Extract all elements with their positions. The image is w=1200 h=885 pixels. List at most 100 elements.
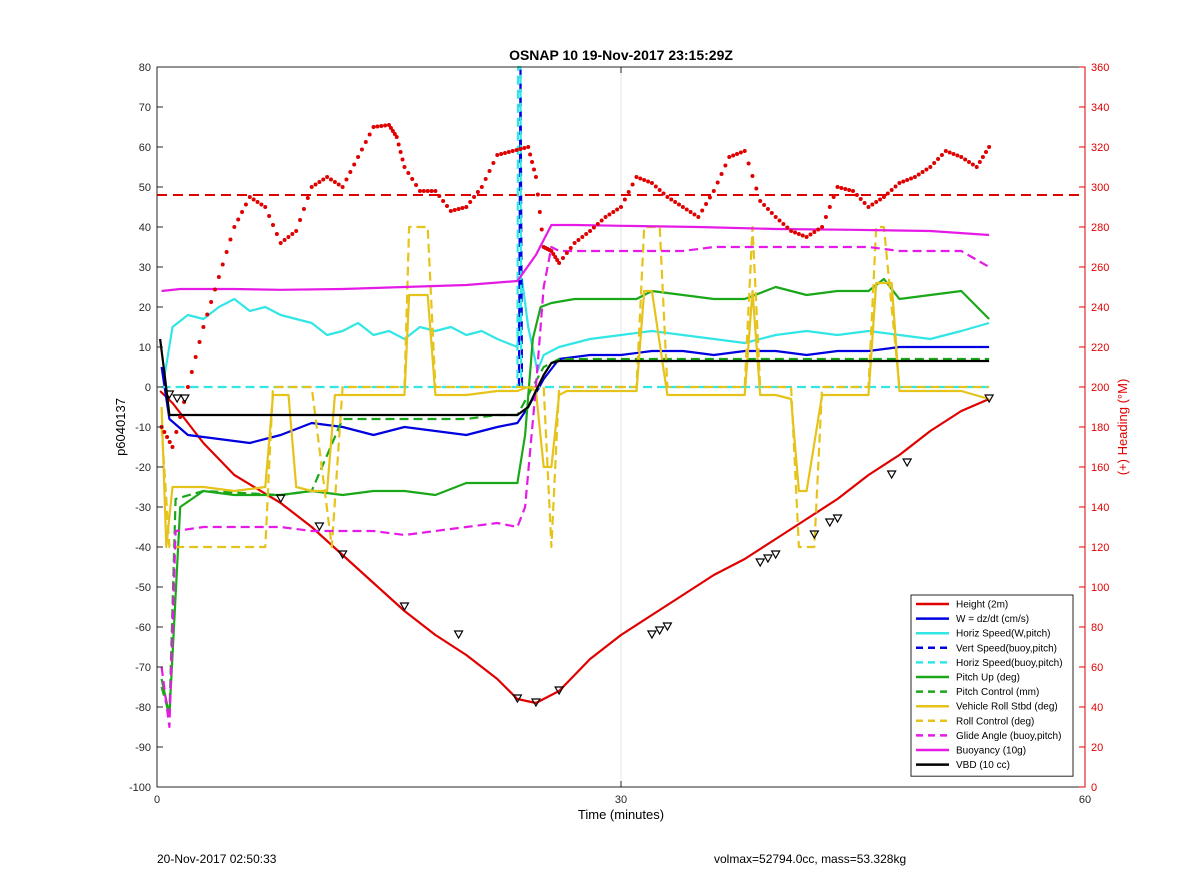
- heading-point: [561, 256, 565, 260]
- x-axis-label: Time (minutes): [578, 807, 664, 822]
- heading-point: [479, 185, 484, 189]
- heading-point: [580, 235, 585, 239]
- heading-point: [193, 355, 198, 359]
- y2-tick-label: 60: [1091, 662, 1103, 674]
- series-roll-control-deg: [160, 225, 990, 549]
- y-tick-label: -10: [135, 422, 151, 434]
- heading-point: [243, 202, 248, 207]
- series-vert-speed-buoy-pitch: [517, 65, 524, 388]
- heading-point: [603, 215, 608, 219]
- heading-point: [216, 275, 221, 279]
- y-tick-label: -70: [135, 662, 151, 674]
- heading-point: [359, 147, 364, 152]
- y2-tick-label: 200: [1091, 382, 1109, 394]
- heading-point: [711, 189, 716, 193]
- height-marker: [164, 390, 175, 400]
- series-horiz-speed-buoy-pitch: [161, 65, 990, 389]
- legend-label: Roll Control (deg): [956, 716, 1034, 727]
- footer-timestamp: 20-Nov-2017 02:50:33: [157, 852, 277, 866]
- heading-point: [936, 157, 941, 161]
- heading-point: [839, 186, 844, 190]
- heading-point: [851, 189, 855, 193]
- height-marker: [809, 530, 820, 540]
- heading-point: [429, 189, 434, 193]
- heading-point: [804, 235, 809, 239]
- heading-point: [209, 300, 214, 304]
- heading-point: [897, 181, 902, 185]
- legend-label: W = dz/dt (cm/s): [956, 614, 1029, 625]
- heading-point: [549, 249, 554, 253]
- series-height-2m: [159, 390, 990, 705]
- heading-point: [905, 178, 910, 182]
- heading-point: [329, 177, 333, 182]
- heading-point: [464, 205, 469, 209]
- marker-layer: [164, 390, 995, 708]
- series-vbd-10-cc: [159, 338, 990, 417]
- heading-point: [305, 196, 310, 200]
- y2-tick-label: 220: [1091, 342, 1109, 354]
- heading-point: [847, 188, 852, 192]
- heading-point: [417, 189, 422, 193]
- heading-point: [185, 385, 190, 389]
- heading-point: [669, 197, 674, 202]
- y2-tick-label: 140: [1091, 502, 1109, 514]
- heading-point: [551, 252, 556, 256]
- heading-point: [400, 157, 405, 162]
- heading-point: [843, 187, 848, 191]
- y-tick-label: -20: [135, 462, 151, 474]
- heading-point: [271, 223, 275, 227]
- heading-point: [224, 250, 229, 254]
- heading-point: [410, 177, 415, 181]
- x-tick-label: 30: [615, 794, 627, 806]
- heading-point: [298, 218, 303, 222]
- heading-point: [526, 145, 531, 149]
- heading-point: [456, 207, 461, 211]
- heading-point: [165, 435, 170, 439]
- legend-label: Horiz Speed(W,pitch): [956, 629, 1050, 640]
- heading-point: [646, 179, 651, 184]
- heading-point: [468, 200, 473, 204]
- heading-point: [309, 185, 314, 189]
- heading-point: [162, 430, 167, 434]
- legend-label: Height (2m): [956, 600, 1008, 611]
- heading-point: [731, 153, 736, 158]
- heading-point: [240, 210, 245, 214]
- heading-point: [939, 153, 944, 157]
- y2-tick-label: 80: [1091, 622, 1103, 634]
- heading-point: [630, 182, 635, 187]
- heading-point: [388, 126, 393, 130]
- heading-point: [532, 167, 536, 172]
- heading-point: [564, 251, 569, 255]
- heading-point: [437, 194, 442, 198]
- y2-tick-label: 0: [1091, 782, 1097, 794]
- y-tick-label: -30: [135, 502, 151, 514]
- heading-point: [823, 215, 828, 219]
- heading-point: [827, 205, 832, 209]
- heading-point: [379, 124, 384, 128]
- height-marker: [646, 630, 657, 640]
- y-tick-label: 40: [139, 222, 151, 234]
- heading-point: [255, 200, 260, 204]
- legend-label: Pitch Control (mm): [956, 687, 1039, 698]
- heading-point: [970, 162, 975, 167]
- heading-point: [634, 175, 639, 179]
- heading-point: [591, 225, 596, 230]
- heading-point: [499, 152, 504, 156]
- heading-point: [228, 237, 233, 242]
- heading-point: [251, 197, 256, 202]
- heading-point: [174, 430, 179, 434]
- heading-point: [514, 148, 519, 152]
- y-tick-label: -80: [135, 702, 151, 714]
- heading-point: [959, 155, 964, 159]
- heading-point: [425, 189, 430, 193]
- height-marker: [399, 602, 410, 612]
- y2-tick-label: 20: [1091, 742, 1103, 754]
- y-tick-label: 0: [145, 382, 151, 394]
- heading-point: [789, 229, 794, 233]
- x-tick-label: 0: [154, 794, 160, 806]
- heading-point: [704, 202, 709, 206]
- height-marker: [654, 626, 665, 636]
- heading-point: [290, 232, 295, 236]
- heading-point: [356, 155, 361, 159]
- heading-point: [862, 201, 867, 205]
